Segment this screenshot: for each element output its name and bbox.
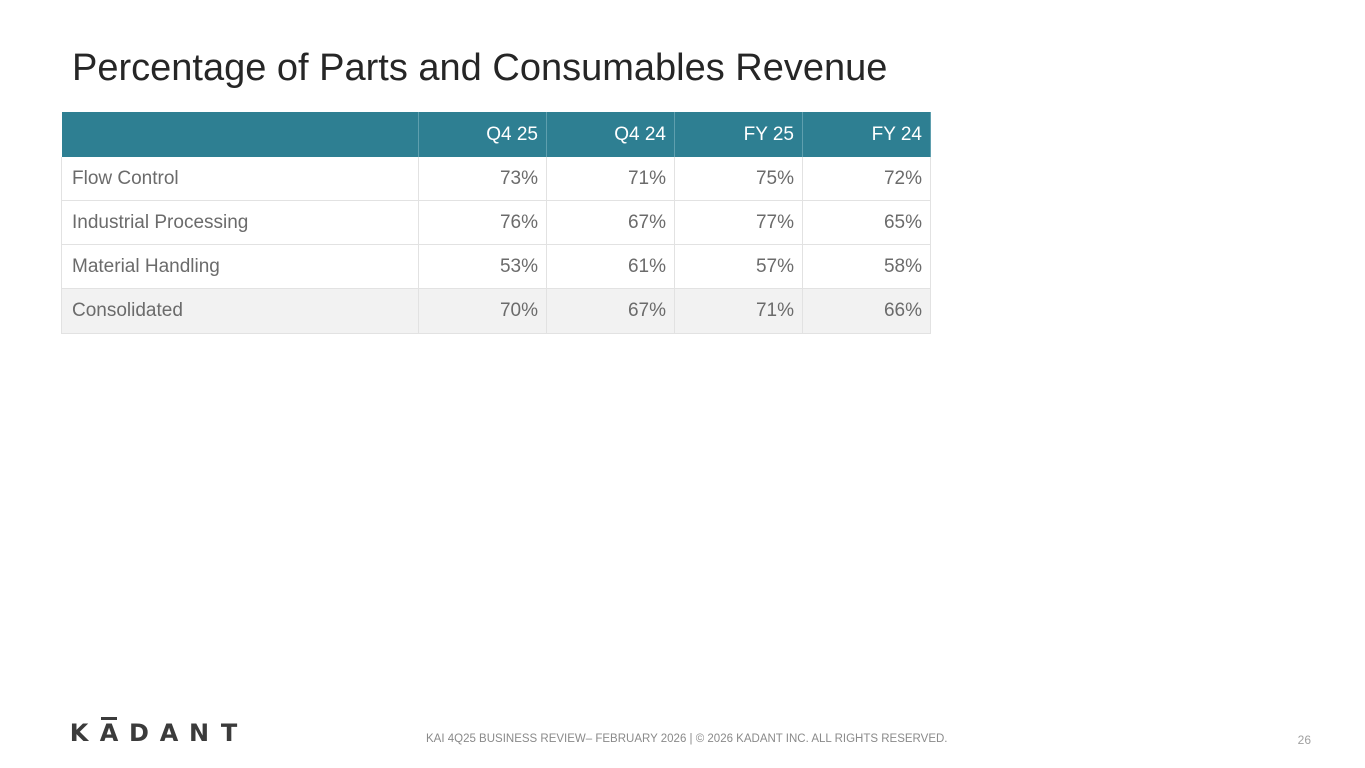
table-cell: 72% [802, 157, 931, 201]
table-row: Industrial Processing 76% 67% 77% 65% [61, 200, 931, 245]
page-title: Percentage of Parts and Consumables Reve… [72, 47, 888, 89]
table-cell: 77% [674, 200, 803, 245]
column-header-q4-24: Q4 24 [546, 112, 675, 157]
table-cell: 67% [546, 288, 675, 334]
table-cell: 61% [546, 244, 675, 289]
column-header-fy-24: FY 24 [802, 112, 931, 157]
logo-letter: T [220, 719, 238, 747]
table-cell: 67% [546, 200, 675, 245]
table-cell: 70% [418, 288, 547, 334]
row-label: Flow Control [61, 157, 419, 201]
table-cell: 53% [418, 244, 547, 289]
row-label: Material Handling [61, 244, 419, 289]
kadant-logo: K A D A N T [64, 717, 244, 747]
column-header-fy-25: FY 25 [674, 112, 803, 157]
logo-letter: A [94, 717, 124, 747]
table-cell: 65% [802, 200, 931, 245]
revenue-table: Q4 25 Q4 24 FY 25 FY 24 Flow Control 73%… [61, 112, 931, 334]
table-row: Material Handling 53% 61% 57% 58% [61, 244, 931, 289]
logo-letter: A [159, 719, 179, 747]
logo-letter: D [129, 719, 149, 747]
table-cell: 71% [546, 157, 675, 201]
logo-letter: N [188, 719, 210, 747]
table-cell: 76% [418, 200, 547, 245]
column-header-segment [61, 112, 419, 157]
table-header-row: Q4 25 Q4 24 FY 25 FY 24 [61, 112, 931, 157]
column-header-q4-25: Q4 25 [418, 112, 547, 157]
table-cell: 58% [802, 244, 931, 289]
table-cell: 66% [802, 288, 931, 334]
logo-letter: K [69, 719, 89, 747]
table-row-total: Consolidated 70% 67% 71% 66% [61, 288, 931, 334]
table-row: Flow Control 73% 71% 75% 72% [61, 157, 931, 201]
page-number: 26 [1297, 733, 1311, 747]
table-cell: 75% [674, 157, 803, 201]
table-cell: 57% [674, 244, 803, 289]
row-label: Industrial Processing [61, 200, 419, 245]
row-label: Consolidated [61, 288, 419, 334]
table-cell: 73% [418, 157, 547, 201]
footer-copyright: KAI 4Q25 BUSINESS REVIEW– FEBRUARY 2026 … [426, 733, 948, 745]
table-cell: 71% [674, 288, 803, 334]
